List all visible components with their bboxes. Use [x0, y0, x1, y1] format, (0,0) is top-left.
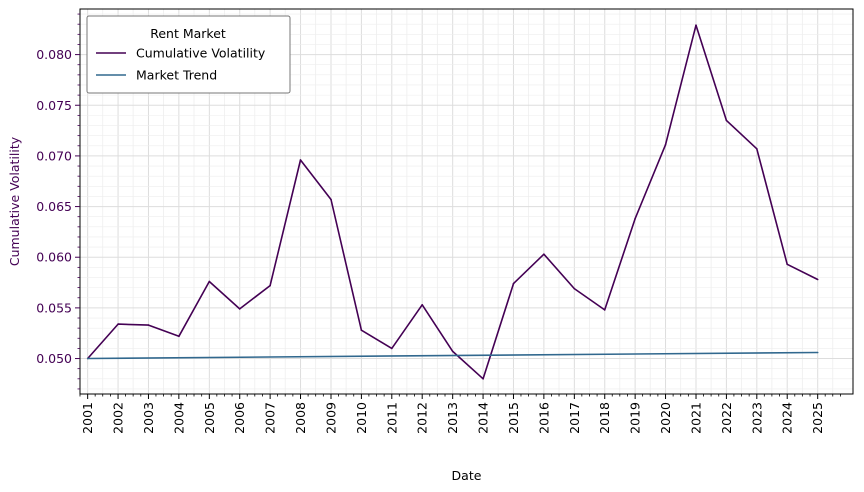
data-point-cumulative-volatility [634, 217, 636, 220]
x-tick-label: 2014 [476, 402, 491, 434]
data-point-cumulative-volatility [117, 323, 119, 325]
data-point-cumulative-volatility [695, 24, 697, 27]
data-point-cumulative-volatility [756, 148, 758, 150]
data-point-cumulative-volatility [178, 335, 180, 338]
data-point-cumulative-volatility [330, 198, 332, 201]
y-tick-label: 0.060 [36, 250, 72, 265]
data-point-market-trend [86, 357, 89, 360]
x-tick-label: 2019 [628, 402, 643, 434]
series-group [86, 24, 819, 380]
data-point-cumulative-volatility [512, 282, 515, 285]
x-tick-label: 2006 [232, 402, 247, 434]
legend-title: Rent Market [150, 26, 226, 41]
y-axis-title: Cumulative Volatility [7, 136, 22, 266]
x-tick-label: 2008 [293, 402, 308, 434]
x-tick-label: 2020 [658, 402, 673, 434]
data-point-cumulative-volatility [482, 378, 484, 380]
x-tick-label: 2009 [324, 402, 339, 434]
legend-label-cumulative-volatility: Cumulative Volatility [136, 46, 266, 61]
legend: Rent Market Cumulative Volatility Market… [86, 15, 291, 94]
y-tick-label: 0.080 [36, 47, 72, 62]
data-point-cumulative-volatility [603, 309, 606, 311]
x-tick-label: 2021 [689, 402, 704, 434]
x-tick-label: 2016 [536, 402, 551, 434]
x-tick-label: 2015 [506, 402, 521, 434]
data-point-cumulative-volatility [816, 278, 819, 281]
data-point-cumulative-volatility [208, 280, 211, 283]
data-point-cumulative-volatility [360, 329, 363, 332]
plot-frame [79, 8, 854, 395]
x-tick-label: 2010 [354, 402, 369, 434]
x-axis: 2001 2002 2003 2004 2005 2006 2007 2008 2009 2010… [79, 394, 841, 434]
legend-label-market-trend: Market Trend [136, 68, 217, 83]
data-point-cumulative-volatility [269, 284, 271, 287]
y-tick-label: 0.070 [36, 148, 72, 163]
x-tick-label: 2004 [171, 402, 186, 434]
data-point-cumulative-volatility [543, 253, 545, 255]
x-tick-label: 2007 [263, 402, 278, 434]
data-point-cumulative-volatility [391, 347, 393, 350]
data-point-cumulative-volatility [238, 308, 241, 310]
x-tick-label: 2025 [810, 402, 825, 434]
data-point-cumulative-volatility [573, 287, 576, 290]
x-axis-title: Date [452, 468, 482, 483]
x-tick-label: 2002 [111, 402, 126, 434]
data-point-cumulative-volatility [664, 144, 667, 146]
x-tick-label: 2013 [445, 402, 460, 434]
data-point-cumulative-volatility [147, 324, 150, 326]
x-tick-label: 2003 [141, 402, 156, 434]
x-tick-label: 2018 [597, 402, 612, 434]
y-tick-label: 0.050 [36, 351, 72, 366]
x-tick-label: 2011 [384, 402, 399, 434]
x-tick-label: 2001 [80, 402, 95, 434]
x-tick-label: 2024 [780, 402, 795, 434]
data-point-market-trend [816, 351, 819, 354]
x-tick-label: 2005 [202, 402, 217, 434]
x-tick-label: 2023 [749, 402, 764, 434]
data-point-cumulative-volatility [725, 119, 728, 122]
y-tick-label: 0.055 [36, 300, 72, 315]
x-tick-label: 2017 [567, 402, 582, 434]
data-point-cumulative-volatility [451, 350, 454, 353]
y-tick-label: 0.065 [36, 199, 72, 214]
y-tick-label: 0.075 [36, 98, 72, 113]
x-tick-label: 2012 [415, 402, 430, 434]
legend-box [86, 15, 291, 94]
data-point-cumulative-volatility [421, 304, 424, 306]
series-line-market-trend [87, 351, 818, 360]
x-tick-label: 2022 [719, 402, 734, 434]
data-point-cumulative-volatility [299, 159, 302, 161]
data-point-cumulative-volatility [786, 263, 788, 266]
y-axis: 0.050 0.055 0.060 0.065 0.070 0.075 0.080 [36, 13, 80, 390]
